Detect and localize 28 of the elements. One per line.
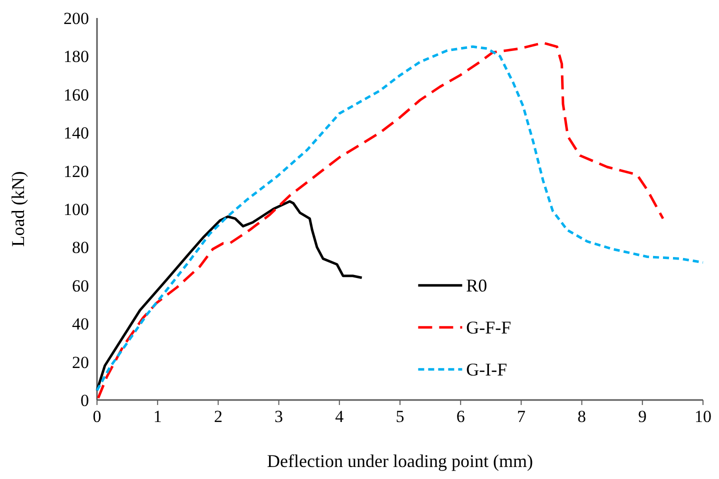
y-tick-label: 140 (64, 124, 89, 143)
x-tick-label: 9 (638, 407, 647, 426)
x-tick-label: 6 (456, 407, 465, 426)
y-tick-label: 120 (64, 162, 89, 181)
x-tick-label: 7 (516, 407, 526, 426)
y-tick-label: 60 (72, 276, 89, 296)
x-tick-label: 2 (214, 407, 222, 426)
x-tick-label: 10 (694, 407, 712, 426)
x-axis-title: Deflection under loading point (mm) (267, 451, 533, 471)
y-tick-label: 20 (72, 352, 89, 372)
x-tick-label: 1 (153, 407, 162, 426)
y-tick-label: 40 (72, 314, 89, 334)
y-tick-label: 200 (64, 8, 89, 28)
y-tick-label: 100 (64, 200, 89, 219)
legend-label: G-I-F (466, 360, 508, 380)
y-axis-title: Load (kN) (8, 171, 28, 247)
y-tick-label: 0 (80, 390, 89, 410)
x-tick-label: 8 (578, 407, 586, 426)
x-tick-label: 5 (396, 407, 404, 426)
x-tick-label: 0 (92, 407, 102, 426)
legend-label: R0 (466, 276, 488, 296)
line-series (96, 200, 364, 392)
y-tick-label: 80 (72, 238, 89, 258)
y-tick-label: 160 (64, 85, 89, 104)
x-tick-label: 4 (335, 407, 344, 426)
y-tick-label: 180 (64, 47, 89, 66)
legend-label: G-F-F (466, 318, 512, 338)
x-tick-label: 3 (274, 407, 284, 426)
